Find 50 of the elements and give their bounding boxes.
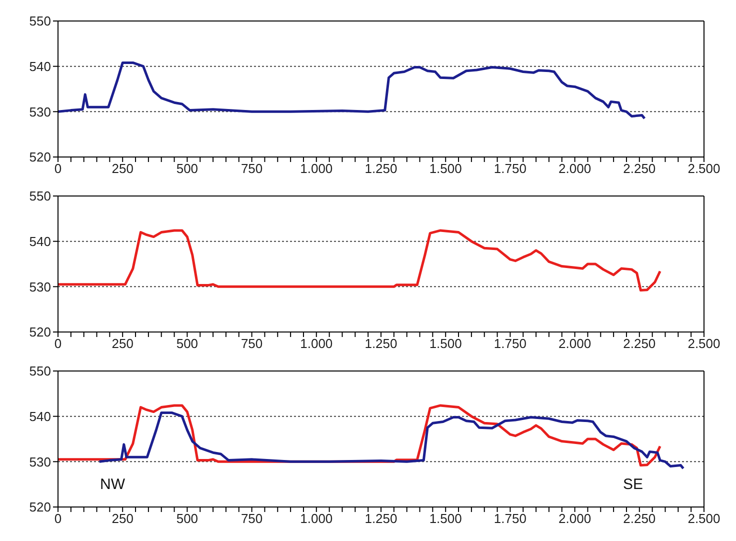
y-tick-label: 540 [29,58,51,74]
x-tick-label: 1.000 [300,161,333,176]
y-tick-label: 540 [29,408,51,424]
x-tick-label: 1.250 [364,161,398,176]
x-tick-label: 1.250 [364,336,398,352]
x-tick-label: 2.250 [623,161,656,176]
x-tick-label: 2.500 [688,336,720,352]
line-series [58,229,662,292]
x-tick-label: 500 [176,511,198,526]
x-tick-label: 1.500 [429,511,462,526]
line-series [58,61,646,120]
x-tick-label: 2.000 [558,511,592,526]
y-tick-label: 520 [29,500,51,515]
annotation: SE [623,476,644,493]
y-tick-label: 530 [29,454,51,470]
y-tick-label: 530 [29,104,51,120]
x-tick-label: 250 [112,336,134,352]
annotation: NW [100,476,125,493]
x-tick-label: 250 [112,161,134,176]
x-tick-label: 2.250 [623,336,656,352]
y-tick-label: 520 [29,324,51,340]
x-tick-label: 0 [54,511,62,526]
x-tick-label: 250 [112,511,134,526]
x-tick-label: 1.500 [429,161,462,176]
y-tick-label: 550 [29,364,51,379]
y-tick-label: 520 [29,150,51,165]
x-tick-label: 2.000 [558,336,592,352]
x-tick-label: 1.250 [364,511,398,526]
x-tick-label: 750 [240,511,263,526]
x-tick-label: 500 [176,336,198,352]
x-tick-label: 1.750 [494,336,526,352]
y-tick-label: 530 [29,279,51,294]
x-tick-label: 750 [240,161,263,176]
x-tick-label: 1.500 [429,336,462,352]
y-tick-label: 540 [29,234,51,249]
x-tick-label: 0 [54,336,62,352]
x-tick-label: 500 [176,161,198,176]
y-tick-label: 550 [29,188,51,204]
x-tick-label: 0 [54,161,62,176]
x-tick-label: 1.000 [300,336,333,352]
x-tick-label: 1.750 [494,511,526,526]
x-tick-label: 2.250 [623,511,656,526]
y-tick-label: 550 [29,14,51,29]
x-tick-label: 2.500 [688,161,720,176]
x-tick-label: 750 [240,336,263,352]
x-tick-label: 1.000 [300,511,333,526]
line-series [98,411,685,470]
x-tick-label: 2.500 [688,511,720,526]
x-tick-label: 2.000 [558,161,592,176]
x-tick-label: 1.750 [494,161,526,176]
